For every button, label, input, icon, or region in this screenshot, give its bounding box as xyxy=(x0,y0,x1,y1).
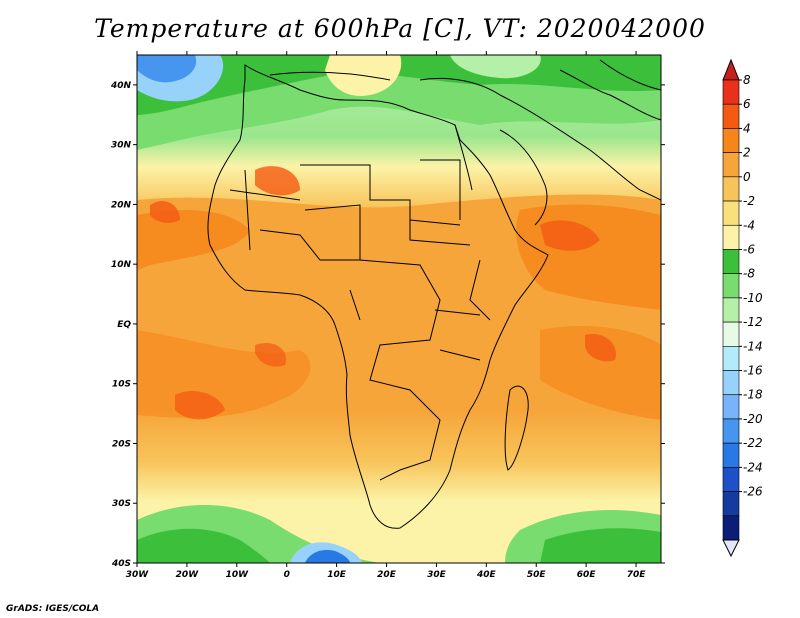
lat-tick-label: EQ xyxy=(117,320,131,330)
colorbar-label: 8 xyxy=(743,73,751,87)
colorbar-box xyxy=(722,128,740,153)
colorbar-top-arrow xyxy=(722,58,740,81)
colorbar-label: -2 xyxy=(743,194,755,208)
temperature-field xyxy=(137,55,661,563)
lon-tick-label: 20W xyxy=(176,570,200,580)
colorbar-box xyxy=(722,79,740,105)
colorbar-box xyxy=(722,346,740,371)
colorbar-box xyxy=(722,103,740,129)
colorbar-label: -26 xyxy=(743,485,763,499)
colorbar-box xyxy=(722,491,740,517)
colorbar-box xyxy=(722,442,740,468)
colorbar-label: 0 xyxy=(743,170,751,184)
colorbar-label: 2 xyxy=(743,146,751,160)
lon-tick-label: 10W xyxy=(226,570,250,580)
colorbar-label: -8 xyxy=(743,267,755,281)
colorbar-box xyxy=(722,394,740,420)
colorbar-label: 6 xyxy=(743,97,751,111)
colorbar-label: -4 xyxy=(743,218,755,232)
latitude-axis: 40N 30N 20N 10N EQ 10S 20S 30S 40S xyxy=(110,81,665,569)
lon-tick-label: 30W xyxy=(126,570,150,580)
colorbar-box xyxy=(722,273,740,299)
colorbar-label: 4 xyxy=(743,121,751,135)
lat-tick-label: 30N xyxy=(111,141,132,151)
lon-tick-label: 10E xyxy=(327,570,347,580)
colorbar-label: -16 xyxy=(743,364,763,378)
lat-tick-label: 20N xyxy=(111,200,132,210)
lon-tick-label: 50E xyxy=(527,570,547,580)
lon-tick-label: 70E xyxy=(627,570,647,580)
coastlines xyxy=(207,59,661,529)
colorbar-label: -20 xyxy=(743,412,763,426)
lon-tick-label: 20E xyxy=(377,570,397,580)
colorbar-box xyxy=(722,152,740,178)
colorbar-box xyxy=(722,515,740,541)
colorbar-label: -6 xyxy=(743,242,755,256)
longitude-axis: 30W 20W 10W 0 10E 20E 30E 40E 50E 60E 70E xyxy=(126,51,646,580)
lon-tick-label: 60E xyxy=(577,570,597,580)
lat-tick-label: 40S xyxy=(111,559,131,569)
lat-tick-label: 20S xyxy=(112,439,131,449)
lon-tick-label: 40E xyxy=(476,570,497,580)
colorbar-box xyxy=(722,224,740,250)
colorbar-label: -22 xyxy=(743,436,763,450)
map-title: Temperature at 600hPa [C], VT: 202004200… xyxy=(94,14,706,43)
colorbar-label: -10 xyxy=(743,291,763,305)
colorbar-label: -24 xyxy=(743,460,763,474)
colorbar-box xyxy=(722,200,740,226)
lon-tick-label: 30E xyxy=(427,570,447,580)
colorbar-box xyxy=(722,176,740,202)
colorbar-box xyxy=(722,418,740,444)
colorbar-bottom-arrow xyxy=(722,539,740,558)
colorbar-label: -18 xyxy=(743,388,763,402)
colorbar-box xyxy=(722,249,740,274)
colorbar-box xyxy=(722,297,740,323)
colorbar-box xyxy=(722,467,740,492)
colorbar-label: -12 xyxy=(743,315,763,329)
colorbar-box xyxy=(722,370,740,396)
lon-tick-label: 0 xyxy=(284,570,290,580)
lat-tick-label: 40N xyxy=(110,81,132,91)
lat-tick-label: 30S xyxy=(112,499,131,509)
colorbar-label: -14 xyxy=(743,339,763,353)
grads-credit: GrADS: IGES/COLA xyxy=(6,604,100,614)
map-frame xyxy=(136,54,662,564)
colorbar-box xyxy=(722,321,740,347)
lat-tick-label: 10N xyxy=(111,260,132,270)
colorbar: 8 6 4 2 0 -2 -4 -6 -8 -10 -12 -14 -16 -18 -20 -22 -24 -26 xyxy=(722,58,763,558)
lat-tick-label: 10S xyxy=(112,380,131,390)
